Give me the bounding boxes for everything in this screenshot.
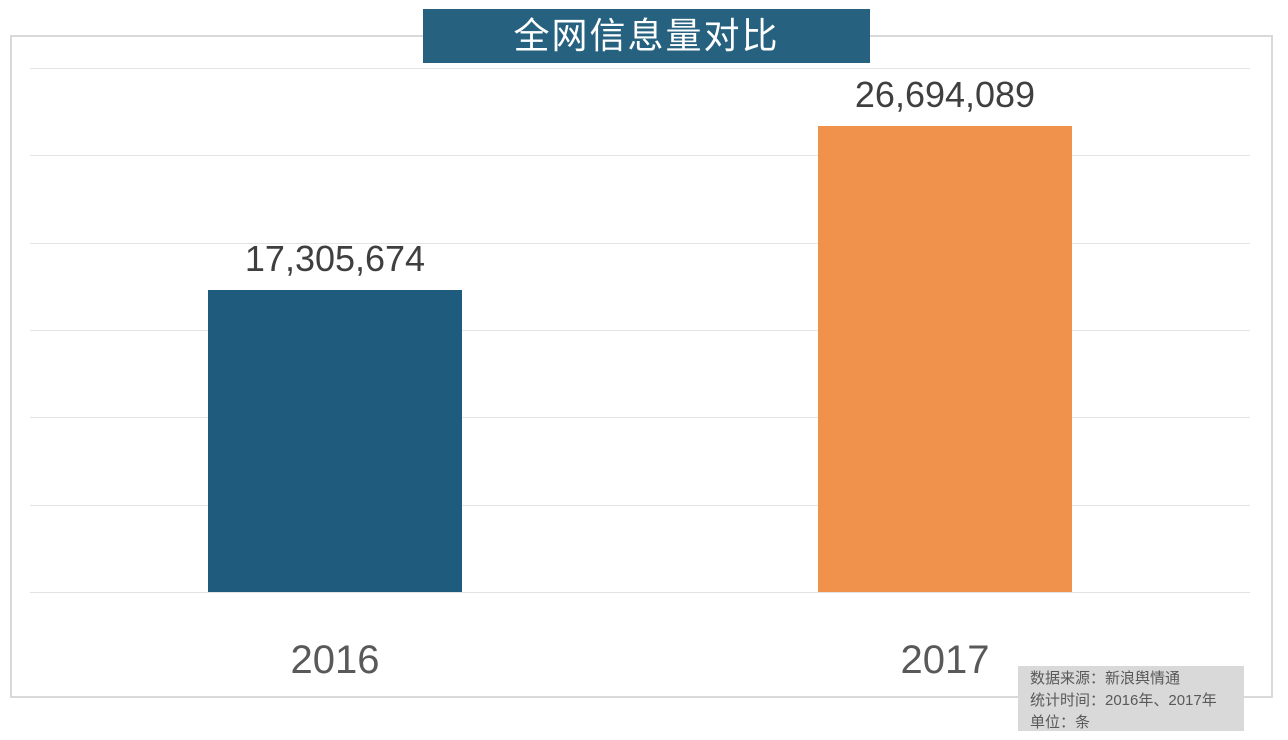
- x-axis-label: 2017: [900, 638, 990, 682]
- bar-2017: [818, 126, 1072, 592]
- chart-title: 全网信息量对比: [423, 9, 870, 63]
- footnote-unit: 单位：条: [1030, 714, 1091, 731]
- footnote-box: 数据来源：新浪舆情通 统计时间：2016年、2017年 单位：条: [1018, 666, 1244, 731]
- bar-value-label: 17,305,674: [244, 238, 426, 279]
- gridline: [30, 155, 1250, 156]
- footnote-period: 统计时间：2016年、2017年: [1030, 692, 1217, 709]
- bar-2016: [208, 290, 462, 592]
- x-axis: 2016 2017: [30, 634, 1250, 686]
- gridline: [30, 330, 1250, 331]
- footnote-source: 数据来源：新浪舆情通: [1030, 670, 1181, 687]
- plot-area: 17,305,674 26,694,089: [30, 68, 1250, 593]
- gridline: [30, 505, 1250, 506]
- bar-value-label: 26,694,089: [854, 74, 1036, 115]
- gridline: [30, 592, 1250, 593]
- gridline: [30, 243, 1250, 244]
- gridline: [30, 68, 1250, 69]
- gridline: [30, 417, 1250, 418]
- x-axis-label: 2016: [290, 638, 380, 682]
